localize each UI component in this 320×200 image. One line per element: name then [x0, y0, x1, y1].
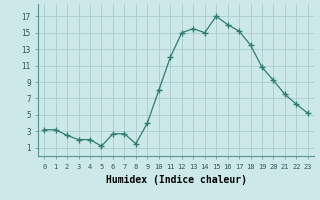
X-axis label: Humidex (Indice chaleur): Humidex (Indice chaleur)	[106, 175, 246, 185]
